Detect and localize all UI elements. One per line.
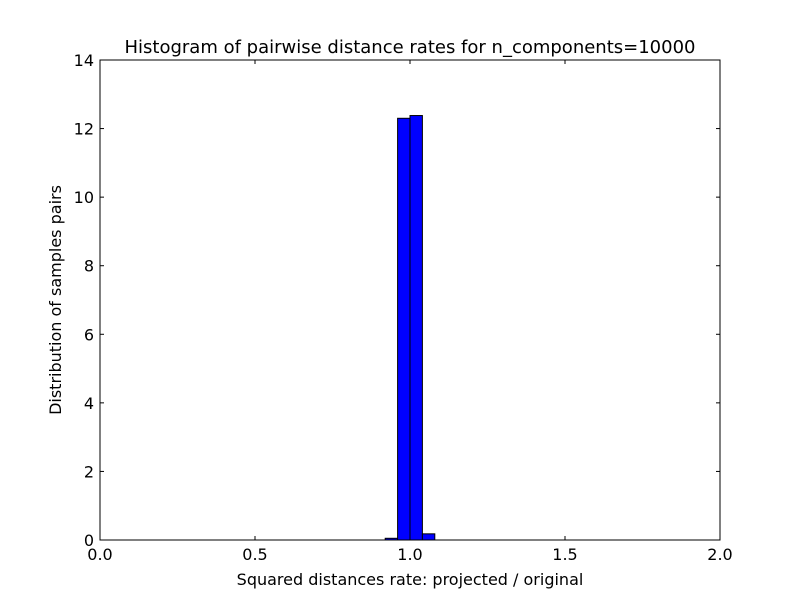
y-tick-label: 4 [84, 394, 94, 413]
x-tick-label: 1.0 [397, 545, 422, 564]
y-tick-label: 0 [84, 531, 94, 550]
x-tick-label: 2.0 [707, 545, 732, 564]
y-tick-label: 10 [74, 188, 94, 207]
y-tick-label: 6 [84, 325, 94, 344]
y-axis-label: Distribution of samples pairs [46, 185, 65, 415]
y-tick-label: 12 [74, 120, 94, 139]
histogram-bar-4 [421, 533, 436, 541]
histogram-bar-2 [397, 117, 411, 541]
chart-title: Histogram of pairwise distance rates for… [124, 37, 695, 58]
x-tick-label: 1.5 [552, 545, 577, 564]
histogram-bar-3 [409, 115, 423, 541]
y-tick-label: 14 [74, 51, 94, 70]
y-tick-label: 2 [84, 462, 94, 481]
plot-area-frame [99, 59, 721, 541]
x-tick-label: 0.5 [242, 545, 267, 564]
bars-layer [384, 115, 436, 541]
y-tick-label: 8 [84, 257, 94, 276]
x-axis-label: Squared distances rate: projected / orig… [237, 570, 584, 589]
ticks-layer: 0.0 0.5 1.0 1.5 2.0 0 2 4 6 8 10 12 14 [74, 51, 733, 564]
x-tick-label: 0.0 [87, 545, 112, 564]
